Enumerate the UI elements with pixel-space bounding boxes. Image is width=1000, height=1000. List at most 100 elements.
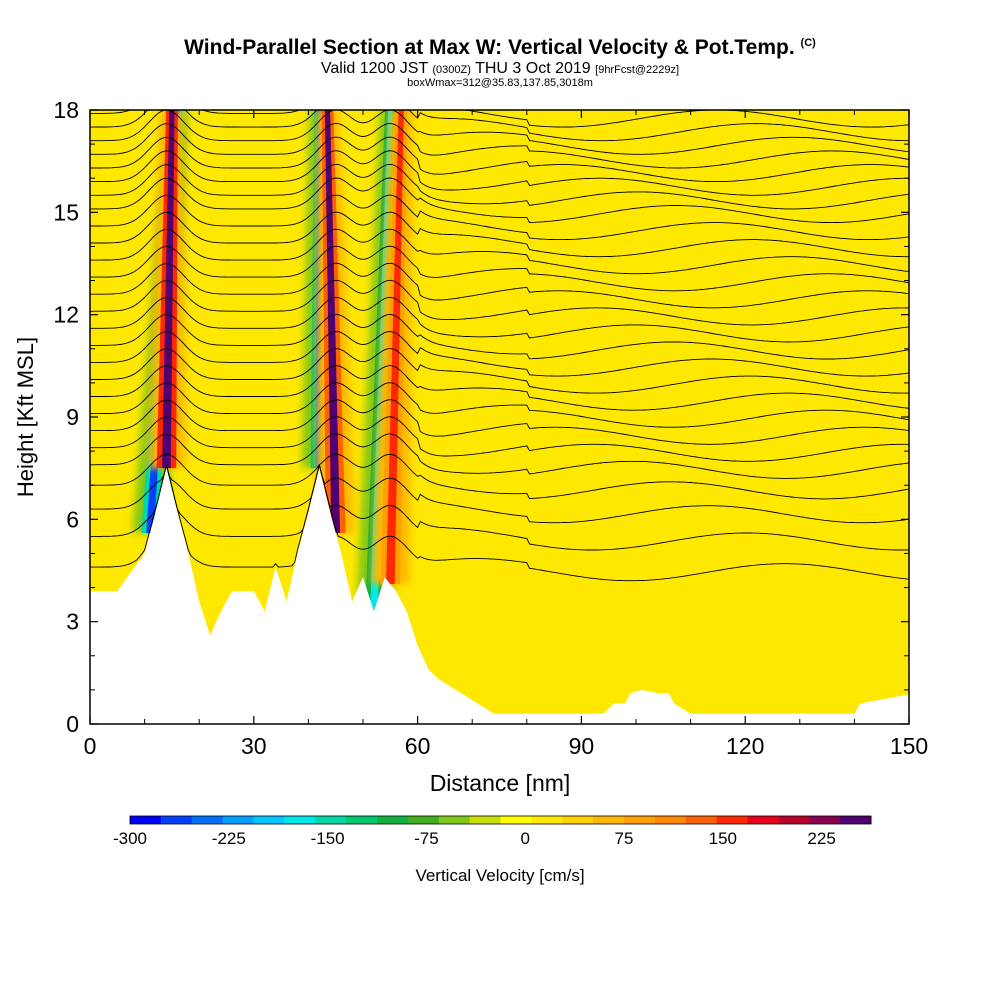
colorbar-swatch [253,816,285,824]
y-axis-label: Height [Kft MSL] [13,337,38,497]
colorbar-swatch [716,816,749,824]
colorbar-swatch [315,816,347,824]
isentrope-line [90,279,909,326]
isentrope-line [90,245,909,292]
colorbar-swatch [840,816,872,824]
y-tick-label: 0 [66,711,79,737]
isentrope-line [90,122,909,169]
colorbar-swatch [747,816,779,824]
isentrope-line [90,194,909,241]
weak-updraft-band [674,110,691,724]
colorbar-swatch [160,816,193,824]
isentrope-line [90,262,909,309]
x-tick-label: 90 [569,733,595,759]
colorbar-tick-label: 0 [520,829,529,848]
colorbar-swatch [778,816,810,824]
isentrope-line [90,464,909,551]
isentrope-line [90,348,909,394]
updraft-core [162,110,175,469]
chart-title: Wind-Parallel Section at Max W: Vertical… [0,36,1000,60]
y-tick-label: 6 [66,506,79,532]
colorbar-tick-label: -75 [414,829,439,848]
x-tick-label: 0 [84,733,97,759]
weak-updraft-band [821,110,839,724]
x-tick-label: 30 [241,733,267,759]
subtitle-utc: (0300Z) [432,64,471,76]
isentrope-line [90,416,909,462]
updraft-core [324,110,341,533]
colorbar-swatch [562,816,594,824]
colorbar-swatch [130,816,162,824]
isentrope-line [90,296,909,343]
chart-title-mark: (C) [800,37,816,49]
isentrope-line [90,211,909,258]
isentrope-line [90,150,909,196]
isentrope-line [90,228,909,275]
colorbar-swatch [407,816,440,824]
colorbar-tick-label: 225 [807,829,835,848]
subtitle-forecast: [9hrFcst@2229z] [595,64,680,76]
weak-updraft-band [625,110,642,724]
colorbar-swatch [346,816,378,824]
isentrope-line [90,163,909,210]
colorbar-frame [129,815,872,825]
weak-updraft-band [526,110,544,724]
isentrope-line [90,177,909,224]
colorbar-tick-label: -225 [212,829,246,848]
y-tick-label: 3 [66,609,79,635]
isentrope-line [90,313,909,360]
isentrope-line [90,453,909,500]
weak-updraft-band [723,110,740,724]
colorbar-tick-label: 150 [709,829,737,848]
colorbar-swatch [500,816,532,824]
subtitle-date: THU 3 Oct 2019 [475,60,591,77]
isentrope-line [90,331,909,377]
isentrope-line [90,136,909,183]
colorbar-swatch [531,816,563,824]
x-axis-label: Distance [nm] [430,770,571,796]
isentrope-line [90,433,909,479]
colorbar-swatch [809,816,841,824]
subtitle-valid: Valid 1200 JST [320,60,428,77]
colorbar-swatch [685,816,718,824]
terrain [90,468,909,724]
weak-updraft-band [772,110,789,724]
colorbar-swatch [438,816,471,824]
isentrope-line [90,382,909,428]
isentrope-line [90,110,909,128]
colorbar: -300 -225 -150 -75 0 75 150 225 [113,815,872,848]
colorbar-tick-label: -300 [113,829,147,848]
isentrope-line [90,464,909,524]
isentrope-line [90,110,909,155]
axes: 0 30 60 90 120 150 0 3 6 9 12 15 18 [53,97,928,759]
x-tick-label: 60 [405,733,431,759]
y-tick-label: 12 [53,302,79,328]
x-tick-label: 120 [726,733,764,759]
colorbar-swatch [222,816,255,824]
updraft-core [385,110,404,585]
isentrope-line [90,464,909,582]
colorbar-swatch [377,816,409,824]
colorbar-swatch [191,816,224,824]
y-tick-label: 18 [53,97,79,123]
y-tick-label: 15 [53,199,79,225]
isentrope-line [90,110,909,142]
colorbar-swatch [469,816,502,824]
colorbar-swatch [284,816,316,824]
colorbar-swatch [593,816,625,824]
isentrope-lines [90,110,909,582]
colorbar-swatch [624,816,656,824]
colorbar-swatch [654,816,687,824]
weak-updraft-band [870,110,888,724]
chart-title-text: Wind-Parallel Section at Max W: Vertical… [184,36,795,59]
isentrope-line [90,399,909,445]
colorbar-tick-label: 75 [615,829,634,848]
y-tick-label: 9 [66,404,79,430]
colorbar-tick-label: -150 [311,829,345,848]
weak-updraft-band [428,110,445,724]
weak-updraft-band [477,110,495,724]
terrain-fill [90,468,909,724]
chart-subtitle: Valid 1200 JST (0300Z) THU 3 Oct 2019 [9… [0,60,1000,78]
isentrope-line [90,365,909,411]
